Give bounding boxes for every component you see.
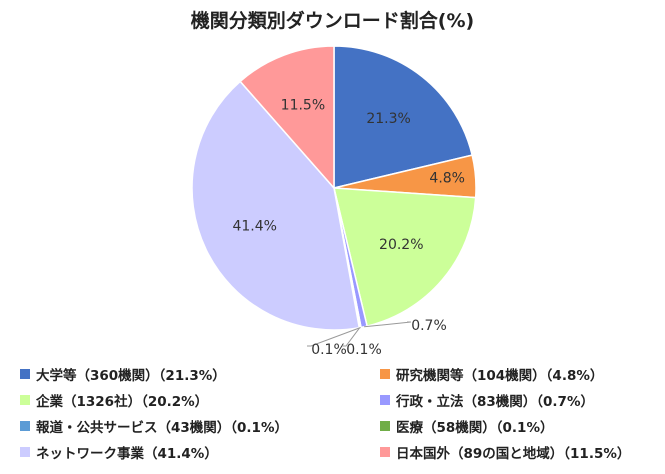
data-label: 4.8% <box>429 171 465 187</box>
legend-label: 行政・立法（83機関）（0.7%） <box>396 394 594 410</box>
legend-swatch <box>380 369 390 379</box>
legend-item: 報道・公共サービス（43機関）（0.1%） <box>20 414 288 438</box>
legend-swatch <box>20 395 30 405</box>
legend-item: 行政・立法（83機関）（0.7%） <box>380 388 594 412</box>
data-label: 0.1% <box>346 342 382 358</box>
legend-item: 医療（58機関）（0.1%） <box>380 414 553 438</box>
data-label: 11.5% <box>281 98 325 114</box>
data-label: 41.4% <box>232 218 276 234</box>
legend-label: 研究機関等（104機関）（4.8%） <box>396 368 604 384</box>
legend-item: 大学等（360機関）（21.3%） <box>20 362 226 386</box>
legend-label: 日本国外（89の国と地域）（11.5%） <box>396 446 631 462</box>
data-label: 0.1% <box>311 342 347 358</box>
data-label: 20.2% <box>379 237 423 253</box>
legend-label: 医療（58機関）（0.1%） <box>396 420 554 436</box>
legend-swatch <box>20 421 30 431</box>
legend-swatch <box>380 421 390 431</box>
pie-slice <box>333 45 474 189</box>
legend-swatch <box>380 447 390 457</box>
leader-line <box>342 327 361 347</box>
legend-swatch <box>20 447 30 457</box>
legend-swatch <box>20 369 30 379</box>
legend-label: 企業（1326社）（20.2%） <box>36 394 209 410</box>
pie-slice <box>333 187 477 327</box>
data-label: 0.7% <box>411 318 447 334</box>
legend-item: 企業（1326社）（20.2%） <box>20 388 208 412</box>
legend-item: ネットワーク事業（41.4%） <box>20 440 218 464</box>
legend-swatch <box>380 395 390 405</box>
legend-label: 報道・公共サービス（43機関）（0.1%） <box>36 420 288 436</box>
legend-item: 日本国外（89の国と地域）（11.5%） <box>380 440 630 464</box>
legend-label: ネットワーク事業（41.4%） <box>36 446 218 462</box>
legend: 大学等（360機関）（21.3%） 研究機関等（104機関）（4.8%） 企業（13… <box>0 362 665 474</box>
legend-item: 研究機関等（104機関）（4.8%） <box>380 362 603 386</box>
leader-line <box>364 321 412 328</box>
pie-slice <box>191 80 361 331</box>
legend-label: 大学等（360機関）（21.3%） <box>36 368 226 384</box>
leader-line <box>307 327 361 347</box>
data-label: 21.3% <box>366 111 410 127</box>
pie-slice <box>239 45 335 190</box>
chart-title: 機関分類別ダウンロード割合(%) <box>190 10 475 32</box>
